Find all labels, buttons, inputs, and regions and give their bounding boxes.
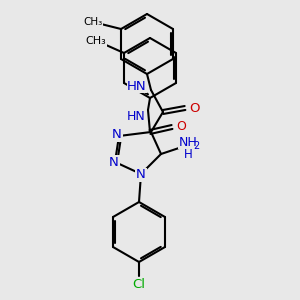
Text: 2: 2 — [193, 141, 199, 151]
Text: NH: NH — [178, 136, 197, 148]
Text: H: H — [184, 148, 192, 160]
Text: N: N — [112, 128, 122, 142]
Text: CH₃: CH₃ — [85, 36, 106, 46]
Text: HN: HN — [127, 110, 146, 122]
Text: N: N — [109, 155, 119, 169]
Text: O: O — [189, 101, 199, 115]
Text: N: N — [136, 169, 146, 182]
Text: O: O — [176, 121, 186, 134]
Text: Cl: Cl — [133, 278, 146, 290]
Text: HN: HN — [127, 80, 147, 92]
Text: CH₃: CH₃ — [83, 17, 103, 27]
